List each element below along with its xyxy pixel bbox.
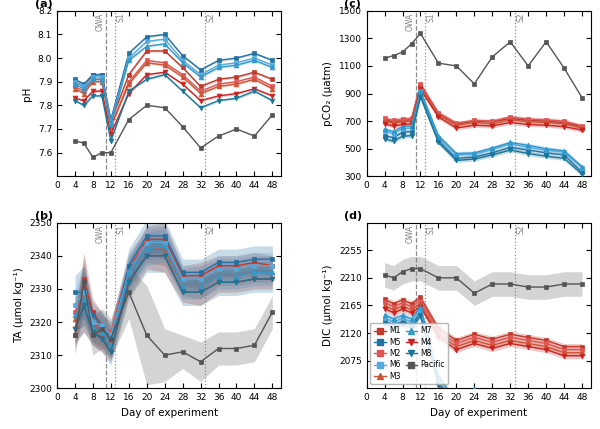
X-axis label: Day of experiment: Day of experiment <box>121 408 218 418</box>
Y-axis label: pCO₂ (μatm): pCO₂ (μatm) <box>323 61 333 126</box>
Text: OWA: OWA <box>96 12 105 30</box>
Text: S1: S1 <box>427 224 436 234</box>
Text: S2: S2 <box>206 12 215 22</box>
Text: (c): (c) <box>344 0 361 9</box>
Text: S1: S1 <box>116 224 125 234</box>
Text: S2: S2 <box>206 224 215 234</box>
Text: S1: S1 <box>427 12 436 22</box>
Text: OWA: OWA <box>406 12 415 30</box>
Text: OWA: OWA <box>96 224 105 242</box>
Text: (b): (b) <box>35 211 53 221</box>
Text: S2: S2 <box>516 12 525 22</box>
Legend: M1, M5, M2, M6, M3, M7, M4, M8, Pacific: M1, M5, M2, M6, M3, M7, M4, M8, Pacific <box>370 323 448 384</box>
Y-axis label: DIC (μmol kg⁻¹): DIC (μmol kg⁻¹) <box>323 265 334 346</box>
Text: (d): (d) <box>344 211 362 221</box>
Text: S2: S2 <box>516 224 525 234</box>
Y-axis label: TA (μmol kg⁻¹): TA (μmol kg⁻¹) <box>14 268 24 343</box>
Text: (a): (a) <box>35 0 52 9</box>
Text: OWA: OWA <box>406 224 415 242</box>
X-axis label: Day of experiment: Day of experiment <box>430 408 527 418</box>
Text: S1: S1 <box>116 12 125 22</box>
Y-axis label: pH: pH <box>22 86 32 101</box>
